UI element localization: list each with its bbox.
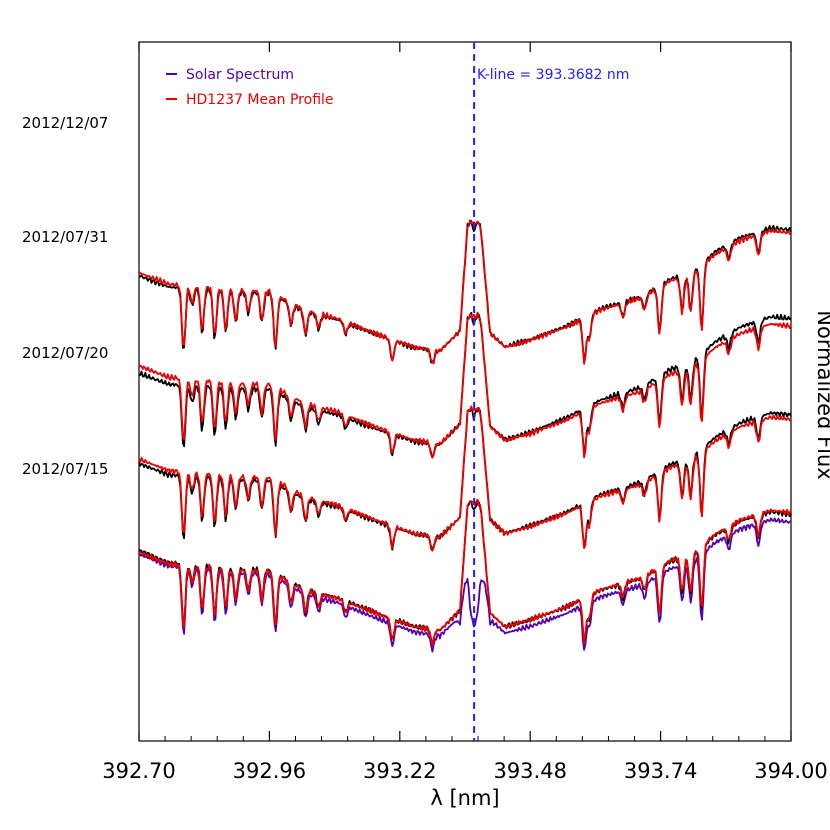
- x-tick-label: 392.96: [233, 759, 306, 783]
- x-ticks: 392.70 392.96 393.22 393.48 393.74 394.00: [102, 42, 828, 783]
- plot-frame: [138, 41, 792, 742]
- legend-solar-label: Solar Spectrum: [186, 67, 294, 83]
- date-label-2012-07-20: 2012/07/20: [22, 344, 108, 362]
- k-line-annotation: K-line = 393.3682 nm: [477, 67, 629, 83]
- y-axis-title: Normalized Flux: [813, 310, 830, 479]
- solar-spectrum-line: [138, 517, 792, 653]
- x-tick-label: 394.00: [754, 759, 827, 783]
- x-tick-label: 393.48: [493, 759, 566, 783]
- legend: Solar Spectrum HD1237 Mean Profile: [166, 67, 334, 108]
- date-label-2012-07-31: 2012/07/31: [22, 228, 108, 246]
- series-layer: [138, 219, 792, 653]
- x-axis-title: λ [nm]: [430, 786, 499, 810]
- date-label-2012-12-07: 2012/12/07: [22, 114, 108, 132]
- hd1237-mean-profile-2012-07-20: [138, 405, 792, 551]
- hd1237-mean-profile-2012-07-15: [138, 498, 792, 647]
- hd1237-mean-profile-2012-12-07: [138, 219, 792, 365]
- legend-hd1237-label: HD1237 Mean Profile: [186, 92, 334, 108]
- x-tick-label: 392.70: [102, 759, 175, 783]
- date-label-2012-07-15: 2012/07/15: [22, 460, 108, 478]
- x-tick-label: 393.74: [624, 759, 697, 783]
- x-tick-label: 393.22: [363, 759, 436, 783]
- hd1237-mean-profile-2012-07-31: [138, 311, 792, 459]
